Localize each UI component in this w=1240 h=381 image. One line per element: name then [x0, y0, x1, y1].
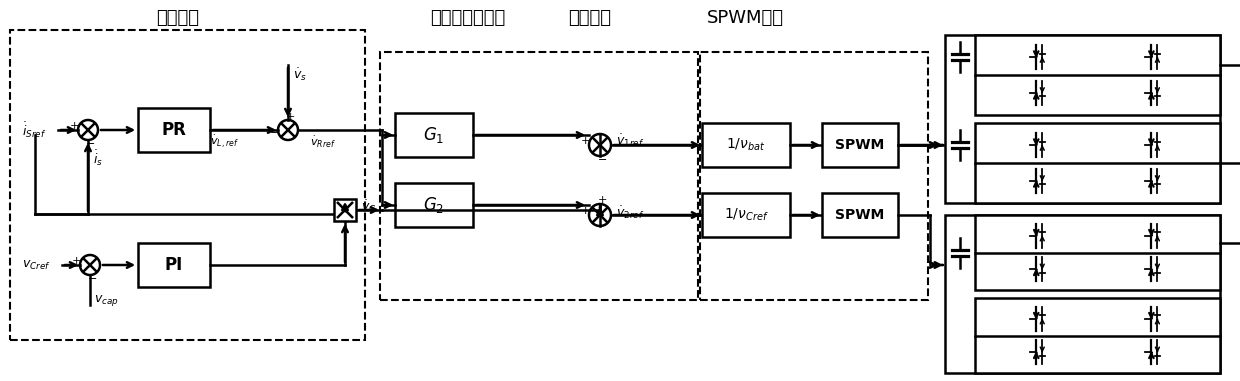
Text: $\dot{v}_{2ref}$: $\dot{v}_{2ref}$ — [616, 205, 645, 221]
Text: 闭环控制: 闭环控制 — [156, 9, 200, 27]
Text: $1/\nu_{bat}$: $1/\nu_{bat}$ — [727, 137, 766, 153]
Text: $\dot{i}_{Sref}$: $\dot{i}_{Sref}$ — [22, 120, 46, 140]
Text: SPWM调制: SPWM调制 — [707, 9, 784, 27]
Bar — [822, 123, 898, 167]
Text: $\dot{i}_{s}$: $\dot{i}_{s}$ — [93, 148, 103, 168]
Text: $\dot{v}_{Rref}$: $\dot{v}_{Rref}$ — [310, 134, 336, 150]
Text: +: + — [72, 256, 81, 266]
Text: PI: PI — [165, 256, 184, 274]
Text: $G_1$: $G_1$ — [423, 125, 445, 145]
Text: +: + — [285, 112, 295, 122]
Text: SPWM: SPWM — [836, 138, 884, 152]
Bar — [822, 193, 898, 237]
Text: $-$: $-$ — [84, 137, 95, 147]
Text: PR: PR — [161, 121, 186, 139]
Text: $1/\nu_{Cref}$: $1/\nu_{Cref}$ — [724, 207, 769, 223]
Bar — [138, 108, 210, 152]
Text: +: + — [580, 136, 590, 146]
Text: $\dot{v}_{L,ref}$: $\dot{v}_{L,ref}$ — [210, 134, 239, 150]
Text: +: + — [580, 206, 590, 216]
Bar — [10, 30, 365, 340]
Bar — [701, 52, 928, 300]
Bar — [975, 215, 1220, 290]
Text: +: + — [69, 121, 78, 131]
Bar — [334, 199, 356, 221]
Text: $-$: $-$ — [596, 153, 608, 163]
Text: $-$: $-$ — [87, 272, 97, 282]
Text: $v_{Cref}$: $v_{Cref}$ — [22, 258, 51, 272]
Bar — [975, 298, 1220, 373]
Text: 矢量合成: 矢量合成 — [568, 9, 611, 27]
Bar — [945, 215, 1220, 373]
Text: $\dot{v}_{1ref}$: $\dot{v}_{1ref}$ — [616, 133, 645, 149]
Bar — [702, 123, 790, 167]
Text: $G_2$: $G_2$ — [423, 195, 445, 215]
Text: +: + — [598, 195, 606, 205]
Bar — [945, 35, 1220, 203]
Text: $\dot{v}_{s}$: $\dot{v}_{s}$ — [293, 67, 306, 83]
Bar — [396, 183, 472, 227]
Bar — [396, 113, 472, 157]
Bar — [702, 193, 790, 237]
Text: SPWM: SPWM — [836, 208, 884, 222]
Text: $-$: $-$ — [269, 126, 279, 136]
Bar — [379, 52, 698, 300]
Bar — [975, 35, 1220, 115]
Text: $\dot{v}_{C}$: $\dot{v}_{C}$ — [361, 199, 377, 215]
Bar — [138, 243, 210, 287]
Text: 初始工作点选取: 初始工作点选取 — [430, 9, 506, 27]
Text: $v_{cap}$: $v_{cap}$ — [94, 293, 119, 307]
Bar — [975, 123, 1220, 203]
